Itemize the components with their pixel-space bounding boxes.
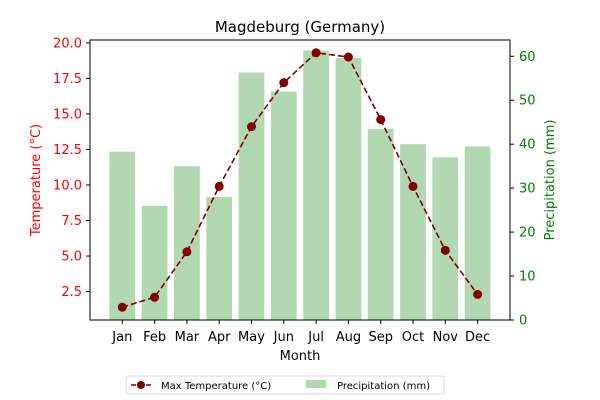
bar-precip-jul (303, 50, 329, 321)
point-temp-feb (150, 292, 160, 302)
bar-precip-sep (367, 128, 394, 320)
y-left-axis-title: Temperature (°C) (29, 124, 44, 237)
point-temp-mar (182, 247, 192, 257)
point-temp-jun (279, 78, 289, 88)
y-left-tick-label: 5.0 (61, 250, 82, 265)
point-temp-jul (311, 48, 321, 58)
point-temp-aug (343, 52, 353, 62)
x-tick-label: Feb (143, 330, 166, 345)
x-tick-label: Aug (336, 330, 361, 345)
bar-precip-feb (141, 205, 168, 320)
y-right-tick-label: 0 (519, 314, 527, 329)
y-left-tick-label: 2.5 (61, 285, 82, 300)
y-right-tick-label: 20 (519, 226, 536, 241)
legend-label: Max Temperature (°C) (161, 381, 271, 392)
x-tick-label: Mar (175, 330, 200, 345)
y-left-axis: 2.5 5.0 7.5 10.0 12.5 15.0 17.5 20.0 (53, 36, 90, 300)
x-tick-label: May (238, 330, 265, 345)
x-tick-label: Apr (208, 330, 231, 345)
x-tick-label: Jul (307, 330, 324, 345)
y-left-tick-label: 17.5 (53, 72, 82, 87)
y-left-tick-label: 10.0 (53, 178, 82, 193)
y-right-tick-label: 50 (519, 94, 536, 109)
y-left-tick-label: 7.5 (61, 214, 82, 229)
legend-label: Precipitation (mm) (337, 381, 430, 392)
y-right-axis-title: Precipitation (mm) (543, 120, 558, 241)
bar-precip-oct (400, 144, 426, 320)
bar-precip-nov (432, 157, 459, 320)
legend: Max Temperature (°C) Precipitation (mm) (125, 375, 445, 395)
y-left-tick-label: 15.0 (53, 107, 82, 122)
point-temp-apr (214, 181, 224, 191)
x-axis-title: Month (280, 349, 321, 364)
y-right-tick-label: 10 (519, 270, 536, 285)
bar-precip-apr (206, 196, 233, 320)
temperature-line-series (117, 48, 483, 312)
bar-precip-jun (270, 91, 297, 321)
point-temp-sep (376, 115, 386, 125)
x-tick-label: Nov (433, 330, 459, 345)
x-tick-label: Jun (273, 330, 294, 345)
point-temp-dec (473, 289, 483, 299)
point-temp-nov (440, 245, 450, 255)
y-right-tick-label: 60 (519, 50, 536, 65)
point-temp-may (247, 122, 256, 132)
y-left-tick-label: 20.0 (53, 36, 82, 51)
precipitation-bars (109, 50, 491, 321)
temperature-line (122, 51, 479, 308)
x-tick-label: Sep (368, 330, 393, 345)
bar-precip-mar (174, 166, 200, 320)
legend-marker-swatch (137, 381, 145, 389)
y-right-axis: 0 10 20 30 40 50 60 (510, 50, 536, 329)
y-left-tick-label: 12.5 (53, 143, 82, 158)
point-temp-jan (117, 302, 127, 312)
point-temp-oct (408, 181, 418, 191)
bar-precip-may (238, 72, 265, 320)
x-tick-label: Dec (465, 330, 490, 345)
x-axis: Jan Feb Mar Apr May Jun Jul Aug Sep Oct Nov Dec (111, 320, 490, 345)
y-right-tick-label: 40 (519, 138, 536, 153)
legend-frame (125, 375, 445, 395)
x-tick-label: Oct (402, 330, 424, 345)
bar-precip-aug (335, 58, 362, 321)
plot-frame (89, 39, 511, 321)
bar-precip-jan (109, 151, 136, 320)
y-right-tick-label: 30 (519, 182, 536, 197)
legend-bar-swatch (306, 380, 326, 388)
x-tick-label: Jan (111, 330, 132, 345)
chart-title: Magdeburg (Germany) (215, 18, 385, 36)
